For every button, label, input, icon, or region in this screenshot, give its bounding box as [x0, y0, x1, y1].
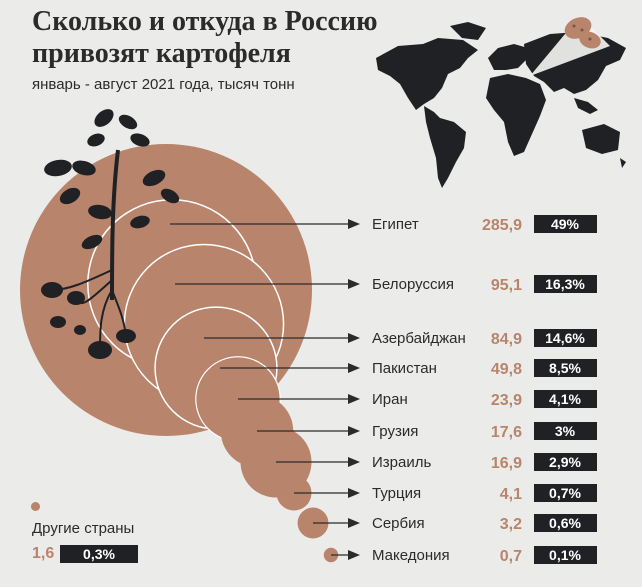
other-countries-share: 0,3%	[60, 545, 138, 563]
page-subtitle: январь - август 2021 года, тысяч тонн	[32, 76, 295, 93]
potato-plant-icon	[41, 109, 180, 359]
potato-icon	[530, 16, 610, 76]
share-label-8: 0,6%	[549, 515, 581, 531]
share-badge-0	[534, 215, 597, 233]
leader-arrow-2	[348, 333, 360, 343]
country-label-1: Белоруссия	[372, 276, 454, 293]
value-label-8: 3,2	[500, 516, 522, 533]
value-label-4: 23,9	[491, 392, 522, 409]
other-countries-value: 1,6	[32, 545, 55, 562]
leader-arrow-9	[348, 550, 360, 560]
value-label-1: 95,1	[491, 277, 522, 294]
share-label-1: 16,3%	[545, 276, 585, 292]
value-label-7: 4,1	[500, 486, 522, 503]
leader-arrow-4	[348, 394, 360, 404]
country-label-7: Турция	[372, 485, 421, 502]
leader-arrow-5	[348, 426, 360, 436]
country-label-8: Сербия	[372, 515, 425, 532]
value-label-3: 49,8	[491, 361, 522, 378]
country-label-5: Грузия	[372, 423, 418, 440]
value-label-0: 285,9	[482, 217, 522, 234]
share-badge-2	[534, 329, 597, 347]
country-label-9: Македония	[372, 547, 450, 564]
leader-arrow-1	[348, 279, 360, 289]
leader-arrow-3	[348, 363, 360, 373]
share-label-9: 0,1%	[549, 547, 581, 563]
share-badge-7	[534, 484, 597, 502]
leader-arrow-7	[348, 488, 360, 498]
share-badge-6	[534, 453, 597, 471]
share-label-7: 0,7%	[549, 485, 581, 501]
share-label-3: 8,5%	[549, 360, 581, 376]
country-label-6: Израиль	[372, 454, 431, 471]
share-badge-5	[534, 422, 597, 440]
leader-arrow-6	[348, 457, 360, 467]
share-label-0: 49%	[551, 216, 580, 232]
other-countries-dot	[31, 502, 40, 511]
value-label-5: 17,6	[491, 424, 522, 441]
other-countries-label: Другие страны	[32, 520, 135, 537]
country-label-0: Египет	[372, 216, 419, 233]
country-label-3: Пакистан	[372, 360, 437, 377]
value-label-6: 16,9	[491, 455, 522, 472]
value-label-2: 84,9	[491, 331, 522, 348]
leader-arrow-0	[348, 219, 360, 229]
country-label-2: Азербайджан	[372, 330, 466, 347]
share-label-2: 14,6%	[545, 330, 585, 346]
share-badge-4	[534, 390, 597, 408]
share-badge-8	[534, 514, 597, 532]
share-label-5: 3%	[555, 423, 576, 439]
share-badge-3	[534, 359, 597, 377]
leader-arrow-8	[348, 518, 360, 528]
share-badge-9	[534, 546, 597, 564]
share-badge-1	[534, 275, 597, 293]
page-title: Сколько и откуда в Россию привозят карто…	[32, 6, 378, 69]
country-label-4: Иран	[372, 391, 408, 408]
value-label-9: 0,7	[500, 548, 522, 565]
share-label-4: 4,1%	[549, 391, 581, 407]
share-label-6: 2,9%	[549, 454, 581, 470]
